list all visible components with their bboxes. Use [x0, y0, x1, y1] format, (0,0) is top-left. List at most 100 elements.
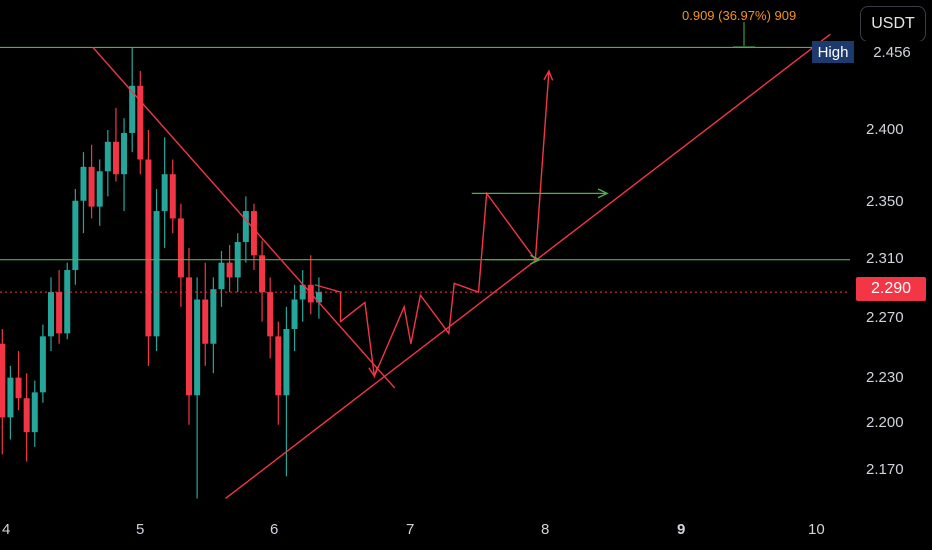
price-tick-2350: 2.350 — [866, 193, 904, 210]
candle — [145, 130, 152, 366]
candle-body — [210, 289, 217, 344]
candle-body — [72, 200, 79, 271]
candle-body — [153, 211, 160, 337]
price-tick-2170: 2.170 — [866, 461, 904, 478]
candle-body — [250, 211, 257, 256]
candle — [104, 130, 111, 197]
projected-path — [314, 70, 550, 379]
horizontal-levels — [0, 46, 850, 261]
measure-tool — [733, 22, 755, 48]
last-price-badge: 2.290 — [856, 277, 926, 301]
candle-body — [259, 255, 266, 293]
candle-body — [177, 218, 184, 278]
candle — [259, 240, 266, 322]
level-arrow-head — [597, 188, 609, 199]
candle — [169, 159, 176, 234]
candle-body — [64, 270, 71, 334]
candle — [242, 196, 249, 263]
candle — [153, 188, 160, 352]
candle-body — [31, 392, 38, 433]
measure-label: 0.909 (36.97%) 909 — [682, 8, 797, 23]
candle — [234, 233, 241, 293]
candle-body — [129, 85, 136, 133]
high-value-label: 2.456 — [858, 41, 926, 63]
candle-body — [7, 377, 14, 418]
drawings — [92, 33, 831, 500]
candle — [7, 365, 14, 440]
descending-trendline — [92, 46, 396, 389]
candle — [161, 137, 168, 248]
candle-body — [299, 284, 306, 300]
candle — [202, 262, 209, 366]
candle — [291, 284, 298, 352]
time-tick-4: 4 — [2, 521, 11, 538]
level-arrow-head — [530, 254, 542, 265]
candle — [267, 277, 274, 359]
target-arrow-head — [543, 69, 554, 81]
candle-body — [0, 343, 6, 418]
candle — [315, 277, 322, 319]
time-tick-6: 6 — [270, 521, 279, 538]
candle-body — [169, 174, 176, 219]
candle-body — [161, 174, 168, 212]
candle-body — [15, 377, 22, 399]
price-tick-2200: 2.200 — [866, 414, 904, 431]
bottom-arrow-head — [368, 366, 379, 378]
candle-body — [88, 166, 95, 207]
candle — [210, 277, 217, 374]
candle — [72, 188, 79, 285]
time-tick-8: 8 — [541, 521, 550, 538]
candle — [275, 321, 282, 425]
candle-body — [202, 299, 209, 344]
candle — [283, 306, 290, 477]
candle-body — [194, 299, 201, 396]
candle-body — [218, 262, 225, 290]
candle — [48, 277, 55, 352]
candle-body — [80, 166, 87, 201]
candle-body — [137, 85, 144, 160]
candle-body — [226, 262, 233, 278]
candle — [96, 159, 103, 226]
price-tick-2270: 2.270 — [866, 309, 904, 326]
candle-body — [48, 292, 55, 337]
candle — [186, 247, 193, 425]
currency-button[interactable]: USDT — [860, 6, 926, 42]
ascending-trendline — [225, 33, 831, 500]
candle — [23, 373, 30, 462]
candle-body — [315, 292, 322, 303]
candle — [112, 107, 119, 182]
time-tick-5: 5 — [136, 521, 145, 538]
candle — [64, 262, 71, 340]
candle-body — [104, 141, 111, 172]
candle — [0, 328, 6, 455]
candle — [177, 203, 184, 307]
candle — [137, 71, 144, 175]
candle-body — [275, 336, 282, 396]
candle-body — [112, 141, 119, 175]
candle-body — [283, 328, 290, 396]
candle-body — [186, 277, 193, 396]
candle-body — [39, 336, 46, 393]
candle-body — [23, 398, 30, 433]
candle — [56, 270, 63, 344]
candle-body — [242, 211, 249, 243]
candlesticks — [0, 47, 322, 499]
price-tick-2400: 2.400 — [866, 121, 904, 138]
time-tick-9: 9 — [677, 521, 686, 538]
candle-body — [145, 159, 152, 337]
candle-body — [96, 171, 103, 207]
time-tick-7: 7 — [406, 521, 415, 538]
high-badge: High — [812, 41, 854, 63]
candle — [250, 203, 257, 271]
candle — [226, 244, 233, 293]
candle-body — [267, 292, 274, 337]
price-tick-2310: 2.310 — [866, 250, 904, 267]
candle — [299, 270, 306, 322]
time-tick-10: 10 — [808, 521, 825, 538]
candle-body — [291, 299, 298, 329]
candle — [129, 47, 136, 153]
candle — [39, 324, 46, 403]
candle — [80, 152, 87, 234]
price-tick-2230: 2.230 — [866, 369, 904, 386]
